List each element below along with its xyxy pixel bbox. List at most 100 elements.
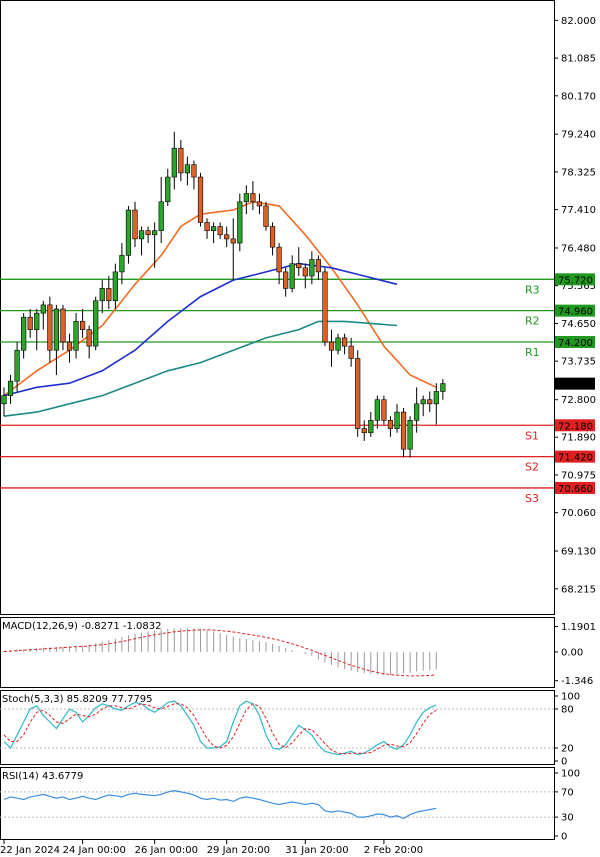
moving-average-line — [3, 262, 398, 397]
candle — [250, 181, 256, 211]
candle-body-up — [158, 201, 164, 231]
candle-body-down — [27, 316, 33, 330]
candle — [414, 387, 420, 433]
candle — [263, 201, 269, 231]
candle — [34, 309, 40, 351]
candle — [211, 222, 217, 244]
candle — [400, 407, 407, 458]
stoch-panel-frame — [0, 690, 555, 765]
candle — [315, 255, 322, 281]
price-tick-label: 72.800 — [561, 395, 596, 406]
candle-body-down — [276, 246, 282, 273]
candle-body-down — [355, 358, 361, 429]
candle-body-down — [178, 147, 184, 174]
candle — [27, 309, 33, 338]
candle-body-up — [394, 411, 400, 429]
candle-body-up — [407, 420, 413, 450]
candle-body-down — [400, 411, 407, 450]
candle — [374, 395, 380, 429]
candle — [7, 374, 14, 404]
candle — [361, 420, 367, 441]
candle-body-up — [53, 308, 59, 351]
level-value-box — [555, 304, 595, 317]
candle-body-up — [152, 230, 158, 236]
candle — [73, 313, 79, 359]
candle — [178, 139, 184, 182]
candle-body-up — [138, 230, 145, 240]
current-price-label: 73.190 — [558, 380, 593, 391]
rsi-tick-label: 0 — [561, 832, 567, 843]
candle-body-down — [106, 288, 112, 302]
candle — [53, 304, 59, 375]
candle — [335, 333, 341, 355]
candle — [158, 177, 164, 244]
price-tick-label: 81.085 — [561, 54, 596, 65]
candle-body-up — [289, 263, 295, 289]
price-tick-label: 75.565 — [561, 281, 596, 292]
time-tick-label: 24 Jan 00:00 — [63, 845, 126, 856]
rsi-title: RSI(14) 43.6779 — [2, 771, 83, 782]
price-tick-label: 77.410 — [561, 205, 596, 216]
candle-body-down — [381, 399, 387, 421]
candle-body-down — [322, 271, 328, 343]
level-name-s2: S2 — [525, 461, 539, 474]
rsi-line — [3, 789, 437, 820]
candle-body-down — [204, 222, 210, 231]
candle — [112, 263, 118, 309]
price-tick-label: 70.975 — [561, 470, 596, 481]
candle-body-down — [86, 329, 92, 347]
price-tick-label: 78.325 — [561, 167, 596, 178]
candle — [355, 350, 361, 437]
level-name-r3: R3 — [525, 283, 540, 296]
candle-body-down — [361, 428, 367, 433]
candle-body-up — [40, 304, 46, 314]
price-tick-label: 73.735 — [561, 357, 596, 368]
price-axis: 82.000 81.085 80.170 79.240 78.325 77.410 76.4… — [554, 16, 596, 595]
time-tick-label: 29 Jan 20:00 — [207, 845, 270, 856]
macd-panel: MACD(12,26,9) -0.8271 -1.0832 1.1901 0.00… — [2, 621, 596, 687]
rsi-panel-frame — [0, 767, 555, 840]
price-tick-label: 79.240 — [561, 130, 596, 141]
candle-body-up — [14, 349, 20, 382]
price-tick-label: 68.215 — [561, 584, 596, 595]
candle — [165, 168, 171, 206]
level-name-s1: S1 — [525, 429, 539, 442]
candle — [394, 403, 400, 433]
candle — [328, 329, 335, 367]
candle-body-up — [93, 300, 99, 347]
candle — [289, 255, 295, 293]
candle — [132, 201, 138, 248]
candle-body-down — [348, 345, 354, 359]
candle-body-up — [7, 380, 14, 396]
candle — [66, 333, 73, 363]
level-value-box — [555, 273, 595, 286]
macd-tick-label: 0.00 — [561, 647, 583, 658]
candle-body-up — [165, 176, 171, 203]
level-name-s3: S3 — [525, 492, 539, 505]
stoch-title: Stoch(5,3,3) 85.8209 77.7795 — [2, 694, 153, 705]
candle-body-down — [217, 226, 223, 236]
level-value-label: 74.960 — [558, 307, 593, 318]
candle — [341, 333, 348, 355]
candle-body-up — [119, 255, 125, 273]
rsi-tick-label: 70 — [561, 787, 574, 798]
candle — [217, 222, 223, 239]
level-value-label: 70.660 — [558, 484, 593, 495]
candle — [433, 383, 439, 425]
candlesticks — [1, 131, 446, 458]
price-tick-label: 74.650 — [561, 319, 596, 330]
candle — [106, 276, 112, 309]
stoch-tick-label: 80 — [561, 705, 574, 716]
candle — [224, 226, 230, 248]
candle — [427, 391, 433, 413]
candle-body-up — [125, 209, 132, 256]
candle-body-up — [99, 288, 105, 302]
macd-title: MACD(12,26,9) -0.8271 -1.0832 — [2, 621, 162, 632]
candle-body-down — [224, 234, 230, 240]
candle-body-up — [433, 391, 439, 405]
candle-body-up — [21, 316, 27, 351]
candle-body-down — [132, 209, 138, 240]
support-resistance-levels: R3 75.720 R2 74.960 R1 74.200 S1 72.180 S2 71.420… — [0, 273, 595, 505]
level-name-r2: R2 — [525, 315, 540, 328]
